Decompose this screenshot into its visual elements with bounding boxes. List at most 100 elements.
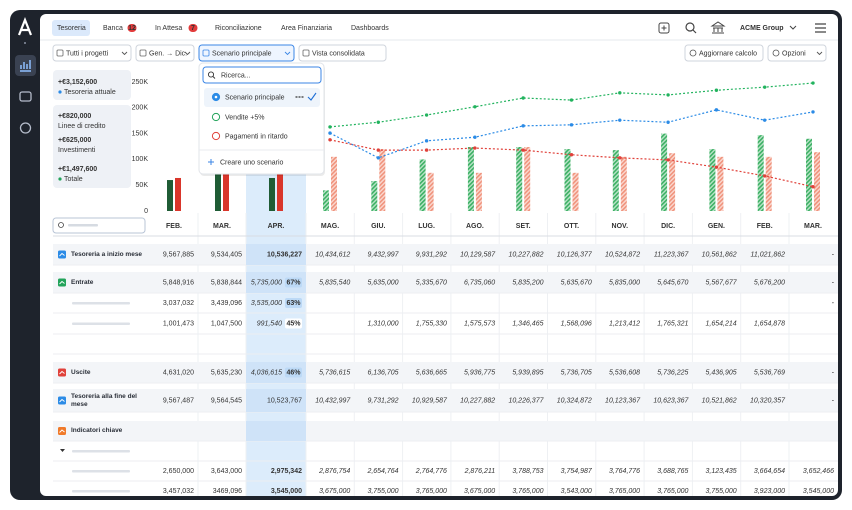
badge: 7 [191, 25, 195, 32]
filter-icon [139, 49, 147, 57]
line-point [328, 131, 332, 135]
badge: 12 [128, 25, 136, 32]
cell-value: 1,575,573 [464, 320, 495, 327]
dot [24, 42, 26, 44]
menu-icon[interactable] [815, 23, 826, 33]
nav-tab[interactable]: Dashboards [351, 25, 389, 32]
cell-value: 3,764,776 [609, 468, 640, 475]
cell-value: 9,567,487 [163, 397, 194, 404]
filter-button[interactable] [298, 44, 387, 62]
nav-tab[interactable]: Tesoreria [57, 25, 86, 32]
bar [379, 149, 386, 211]
cell-value: 10,623,367 [653, 397, 689, 404]
row-icon [58, 396, 66, 405]
cell-value: 3,765,000 [609, 488, 640, 495]
cell-value: 9,931,292 [416, 251, 447, 258]
cell-value: 10,523,767 [267, 397, 302, 404]
bank-icon[interactable] [710, 21, 726, 34]
cell-value: 1,765,321 [657, 320, 688, 327]
table-search[interactable] [52, 217, 146, 234]
row-icon [58, 427, 66, 435]
option-label[interactable]: Scenario principale [225, 94, 285, 101]
filter-label: Tutti i progetti [66, 50, 109, 57]
line-point [666, 93, 670, 97]
nav-tab[interactable]: In Attesa [155, 25, 182, 32]
month-header: GIU. [371, 223, 385, 230]
row-icon [58, 250, 66, 259]
cell-value: 3,675,000 [464, 488, 495, 495]
cell-value: 1,755,330 [416, 320, 447, 327]
row-bg-selected [246, 389, 306, 412]
percent-value: 67% [286, 279, 301, 286]
row-icon [58, 278, 66, 287]
percent-badge [285, 277, 302, 288]
cell-value: 3,652,466 [803, 468, 834, 475]
cell-value: 1,001,473 [163, 320, 194, 327]
cell-value: 5,635,670 [561, 279, 592, 286]
bar [806, 138, 812, 211]
nav-active[interactable] [15, 55, 36, 76]
line-point [521, 124, 525, 128]
cell-value: 3,543,000 [561, 488, 592, 495]
line-point [473, 146, 477, 150]
filter-button[interactable] [52, 44, 132, 62]
action-label: Aggiornare calcolo [699, 50, 757, 57]
nav-wallet-icon[interactable] [19, 91, 32, 102]
line-point [569, 153, 574, 157]
bar [669, 153, 676, 211]
row-icon-glyph [59, 429, 65, 433]
bar [564, 149, 571, 211]
month-header: MAG. [321, 223, 339, 230]
logo [17, 17, 33, 36]
row-label-box: Indicatori chiave [71, 427, 122, 434]
nav-tab[interactable]: Riconciliazione [215, 25, 262, 32]
cell-value: 10,320,357 [750, 397, 786, 404]
bar [620, 156, 627, 211]
bar [427, 172, 434, 211]
y-tick-label: 50K [136, 182, 149, 189]
line-point [811, 185, 815, 189]
expand-caret[interactable] [60, 449, 65, 452]
bar [516, 147, 523, 211]
option-radio[interactable] [211, 131, 221, 141]
create-scenario[interactable]: Creare uno scenario [220, 159, 284, 166]
cell-value: 11,223,367 [654, 251, 690, 258]
cell-value: 9,567,885 [163, 251, 194, 258]
cell-value: 5,736,705 [561, 369, 592, 376]
summary-amount: +€3,152,600 [58, 79, 97, 86]
line-point [763, 174, 767, 178]
summary-card [53, 70, 131, 100]
line [329, 109, 814, 159]
filter-button[interactable] [135, 44, 195, 62]
search-input[interactable] [202, 66, 322, 84]
nav-settings-icon[interactable] [19, 122, 32, 134]
month-header: OTT. [564, 223, 579, 230]
bar [175, 177, 181, 211]
action-button[interactable] [767, 44, 827, 62]
nav-tab[interactable]: Area Finanziaria [281, 25, 332, 32]
summary-label: Linee di credito [58, 123, 106, 130]
company[interactable]: ACME Group [740, 25, 784, 32]
option-label[interactable]: Pagamenti in ritardo [225, 133, 288, 140]
search-icon[interactable] [685, 22, 695, 32]
cell-value: 5,835,000 [609, 279, 640, 286]
option-radio[interactable] [211, 112, 221, 122]
cell-value: 1,654,214 [706, 320, 737, 327]
cell-value: 10,123,367 [605, 397, 641, 404]
cell-value: 1,654,878 [754, 320, 785, 327]
percent-badge [285, 298, 302, 308]
cell-value: 3,755,000 [367, 488, 398, 495]
cell-value: 5,736,225 [657, 369, 688, 376]
action-button[interactable] [684, 44, 764, 62]
add-icon[interactable] [658, 22, 670, 34]
create-plus[interactable] [208, 159, 214, 165]
cell-value: 3,688,765 [657, 468, 688, 475]
summary-label: Totale [64, 176, 83, 183]
y-tick-label: 150K [132, 130, 149, 137]
nav-tab[interactable]: Banca [103, 25, 123, 32]
option-label[interactable]: Vendite +5% [225, 114, 265, 121]
filter-button[interactable] [198, 44, 295, 62]
line-point [521, 148, 525, 152]
month-header: MAR. [804, 223, 822, 230]
line-point [714, 88, 719, 92]
